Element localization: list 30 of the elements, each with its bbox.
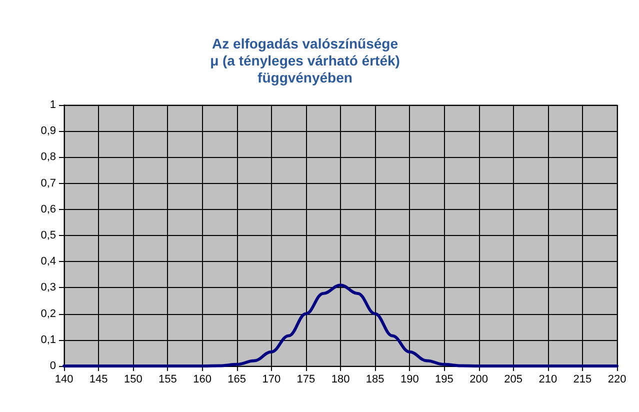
x-tick-label: 210	[538, 374, 558, 386]
x-tick-label: 185	[366, 374, 384, 386]
x-tick-label: 190	[400, 374, 419, 386]
x-tick-label: 175	[296, 374, 316, 386]
x-tick-label: 165	[228, 374, 246, 386]
y-tick-label: 0,8	[40, 151, 56, 164]
x-tick-label: 205	[504, 374, 522, 386]
y-tick-label: 0,4	[40, 256, 56, 268]
y-tick-label: 0,1	[40, 334, 56, 346]
y-tick-label: 0,7	[40, 177, 56, 190]
x-tick-label: 140	[54, 374, 74, 386]
y-tick-label: 0,2	[40, 308, 56, 320]
y-tick-label: 0,9	[40, 125, 56, 138]
y-tick-label: 1	[50, 99, 56, 111]
y-tick-label: 0	[50, 360, 56, 372]
line-series	[62, 284, 618, 368]
x-tick-label: 180	[331, 374, 350, 386]
chart-title: Az elfogadás valószínűsége μ (a tényleges várható érték) függvényében	[210, 36, 400, 86]
x-tick-label: 150	[124, 374, 142, 386]
x-tick-label: 200	[470, 374, 488, 386]
x-tick-label: 170	[262, 374, 281, 386]
x-tick-label: 155	[158, 374, 177, 386]
y-tick-label: 0,3	[40, 282, 56, 294]
x-tick-label: 145	[89, 374, 108, 386]
y-tick-label: 0,6	[40, 203, 56, 216]
x-tick-label: 160	[193, 374, 212, 386]
x-tick-label: 195	[435, 374, 454, 386]
x-tick-label: 220	[608, 374, 626, 386]
x-tick-label: 215	[573, 374, 592, 386]
y-tick-label: 0,5	[40, 230, 56, 242]
